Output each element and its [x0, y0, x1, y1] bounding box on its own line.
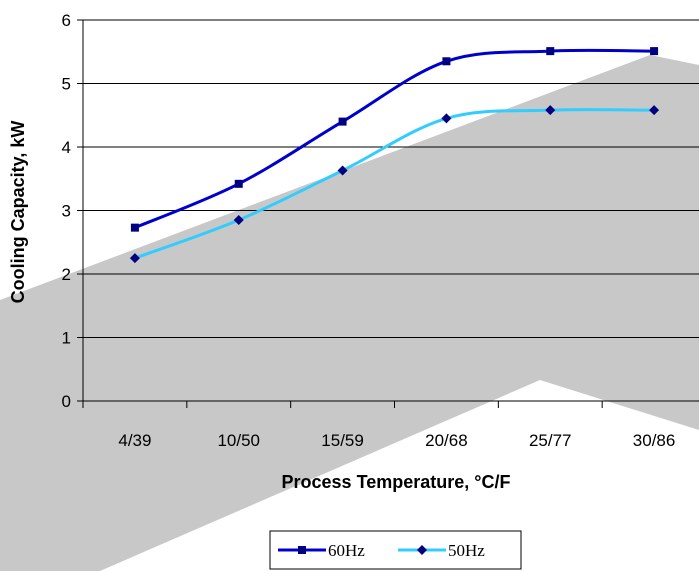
y-tick-label: 2 [62, 265, 71, 284]
x-tick-label: 25/77 [529, 431, 572, 450]
background-watermark-shape [0, 55, 699, 571]
data-point-50hz [337, 165, 348, 176]
x-axis-ticks: 4/39 10/50 15/59 20/68 25/77 30/86 [82, 401, 676, 450]
data-point-60hz [546, 47, 555, 56]
y-tick-label: 0 [62, 392, 71, 411]
y-axis-title: Cooling Capacity, kW [8, 121, 28, 304]
series-line-60hz [134, 48, 655, 230]
data-point-60hz [338, 117, 347, 126]
data-point-50hz [649, 105, 660, 116]
series-line-50hz [134, 108, 655, 260]
data-point-50hz [129, 253, 140, 264]
y-tick-label: 1 [62, 329, 71, 348]
data-point-50hz [545, 105, 556, 116]
legend: 60Hz 50Hz [269, 530, 522, 570]
data-point-60hz [234, 179, 243, 188]
legend-label-60hz: 60Hz [328, 541, 365, 560]
gridlines [83, 19, 699, 338]
data-point-60hz [442, 57, 451, 66]
series-lines [129, 47, 660, 264]
x-tick-label: 20/68 [425, 431, 468, 450]
y-axis-ticks: 0 1 2 3 4 5 6 [62, 11, 83, 411]
legend-marker-50hz [417, 545, 427, 555]
data-point-60hz [650, 47, 659, 56]
x-tick-label: 15/59 [321, 431, 364, 450]
y-tick-label: 4 [62, 138, 71, 157]
legend-marker-60hz [298, 546, 306, 554]
y-tick-label: 5 [62, 75, 71, 94]
data-point-50hz [233, 215, 244, 226]
x-tick-label: 10/50 [217, 431, 260, 450]
x-axis-title: Process Temperature, °C/F [282, 472, 511, 492]
x-tick-label: 4/39 [118, 431, 151, 450]
data-point-50hz [441, 113, 452, 124]
y-tick-label: 6 [62, 11, 71, 30]
data-point-60hz [130, 223, 139, 232]
x-tick-label: 30/86 [633, 431, 676, 450]
y-tick-label: 3 [62, 202, 71, 221]
legend-label-50hz: 50Hz [448, 541, 485, 560]
